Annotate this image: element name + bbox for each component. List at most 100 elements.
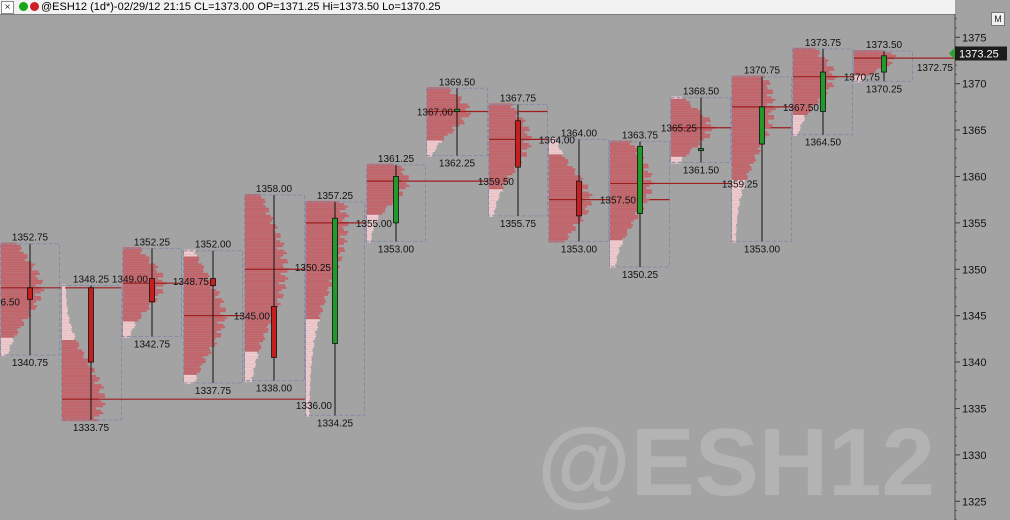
axis-tick-label: 1370	[962, 79, 986, 91]
profile-bar	[489, 122, 524, 125]
profile-bar	[62, 386, 104, 389]
profile-bar	[732, 161, 754, 164]
profile-bar	[245, 372, 254, 375]
profile-bar	[123, 307, 150, 310]
profile-bar	[1, 354, 7, 357]
profile-bar	[732, 108, 776, 111]
profile-bar	[793, 131, 799, 134]
profile-bar	[732, 233, 736, 236]
profile-bar	[793, 91, 828, 95]
candle-body-up	[881, 55, 887, 73]
profile-bar	[1, 337, 13, 340]
profile-bar	[184, 321, 218, 324]
profile-bar	[245, 298, 278, 301]
profile-bar	[610, 221, 632, 224]
profile-bar	[489, 166, 515, 169]
profile-bar	[854, 68, 877, 71]
profile-bar	[184, 330, 217, 333]
profile-bar	[245, 314, 274, 317]
price-label: 1365.25	[661, 124, 698, 135]
profile-bar	[793, 124, 801, 127]
profile-bar	[62, 412, 104, 415]
profile-bar	[610, 235, 626, 238]
profile-bar	[793, 126, 801, 129]
profile-bar	[671, 122, 706, 125]
profile-bar	[306, 231, 349, 234]
profile-bar	[671, 96, 682, 99]
profile-bar	[184, 268, 204, 271]
profile-bar	[245, 228, 275, 231]
profile-bar	[367, 205, 387, 208]
profile-bar	[245, 296, 283, 299]
profile-bar	[184, 326, 226, 329]
profile-bar	[610, 163, 649, 166]
profile-bar	[245, 360, 256, 364]
profile-bar	[610, 193, 647, 197]
profile-bar	[610, 247, 619, 250]
profile-bar	[610, 198, 650, 201]
profile-bar	[245, 319, 273, 322]
profile-bar	[306, 224, 349, 227]
profile-bar	[549, 140, 558, 143]
profile-bar	[732, 84, 767, 88]
profile-bar	[123, 291, 164, 294]
menu-button[interactable]: M	[991, 12, 1005, 26]
profile-bar	[732, 168, 752, 171]
profile-bar	[184, 337, 216, 340]
profile-bar	[245, 210, 269, 213]
profile-bar	[62, 356, 84, 359]
profile-bar	[245, 198, 265, 201]
profile-bar	[245, 247, 277, 250]
profile-bar	[367, 173, 403, 176]
profile-bar	[245, 242, 285, 245]
profile-bar	[367, 191, 403, 194]
profile-bar	[306, 307, 323, 310]
profile-bar	[245, 367, 254, 371]
profile-bar	[671, 149, 691, 153]
profile-bar	[732, 103, 767, 106]
profile-bar	[306, 291, 330, 294]
profile-bar	[427, 142, 439, 146]
profile-bar	[549, 240, 565, 243]
profile-bar	[732, 184, 745, 187]
profile-bar	[306, 395, 311, 398]
profile-bar	[793, 112, 808, 115]
profile-bar	[1, 300, 36, 303]
profile-bar	[306, 407, 310, 410]
profile-bar	[610, 186, 647, 190]
profile-bar	[306, 323, 318, 327]
profile-bar	[245, 356, 258, 359]
profile-bar	[732, 112, 769, 115]
profile-bar	[1, 275, 36, 278]
profile-bar	[427, 115, 470, 118]
price-label: 1368.50	[683, 87, 720, 98]
profile-bar	[123, 286, 157, 289]
close-icon[interactable]: ×	[1, 1, 14, 14]
price-label: 1364.00	[561, 128, 598, 139]
profile-bar	[732, 91, 773, 95]
profile-bar	[732, 126, 771, 129]
profile-bar	[62, 333, 75, 336]
profile-bar	[367, 166, 402, 169]
profile-bar	[732, 110, 772, 113]
price-label: 1355.75	[500, 219, 537, 230]
profile-bar	[306, 235, 340, 238]
candle-body-down	[88, 287, 94, 363]
price-label: 1370.75	[744, 66, 781, 77]
last-price-arrow	[949, 47, 955, 60]
profile-bar	[489, 147, 528, 150]
profile-bar	[610, 254, 618, 257]
profile-bar	[671, 154, 687, 157]
profile-bar	[549, 226, 576, 229]
profile-bar	[1, 249, 20, 252]
profile-bar	[489, 173, 513, 176]
profile-bar	[367, 231, 373, 234]
profile-bar	[1, 261, 32, 264]
profile-bar	[732, 224, 737, 227]
profile-bar	[184, 291, 221, 294]
profile-bar	[245, 207, 270, 211]
profile-bar	[123, 277, 158, 280]
profile-bar	[245, 349, 260, 352]
profile-bar	[489, 175, 508, 178]
